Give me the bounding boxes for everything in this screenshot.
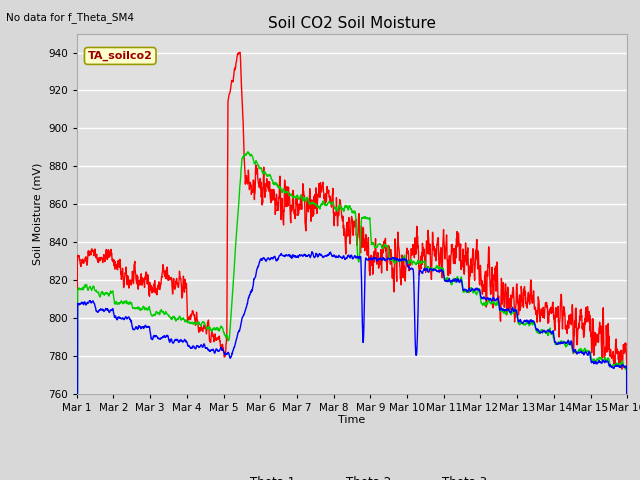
X-axis label: Time: Time xyxy=(339,415,365,425)
Title: Soil CO2 Soil Moisture: Soil CO2 Soil Moisture xyxy=(268,16,436,31)
Legend: Theta 1, Theta 2, Theta 3: Theta 1, Theta 2, Theta 3 xyxy=(212,471,492,480)
Text: No data for f_Theta_SM4: No data for f_Theta_SM4 xyxy=(6,12,134,23)
Y-axis label: Soil Moisture (mV): Soil Moisture (mV) xyxy=(33,162,42,265)
Text: TA_soilco2: TA_soilco2 xyxy=(88,51,153,61)
